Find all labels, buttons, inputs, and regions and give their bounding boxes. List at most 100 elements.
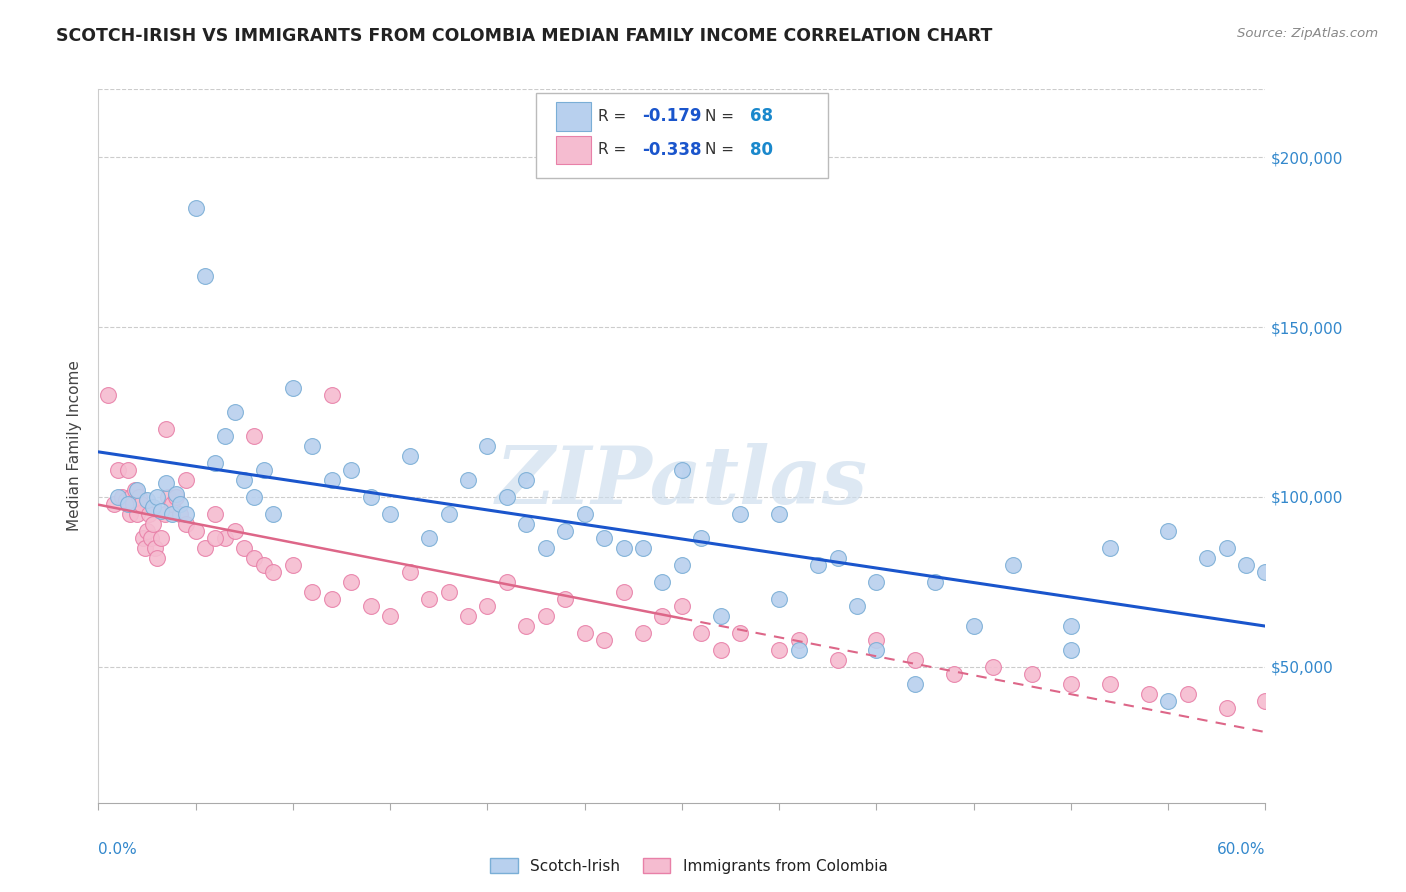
Point (671, 463, 693, 477)
Point (162, 507, 184, 521)
Point (174, 473, 197, 487)
Text: ZIPatlas: ZIPatlas (496, 443, 868, 520)
Point (321, 591, 343, 606)
Point (515, 619, 537, 633)
Point (214, 429, 236, 443)
Point (1021, 666, 1043, 681)
Point (904, 653, 927, 667)
Point (165, 490, 187, 504)
Point (321, 473, 343, 487)
Text: N =: N = (706, 109, 740, 124)
Point (865, 632, 887, 647)
Point (301, 439, 323, 453)
Point (153, 507, 176, 521)
Point (1098, 677, 1121, 691)
Point (671, 599, 693, 613)
Point (138, 507, 160, 521)
Point (495, 574, 517, 589)
Point (124, 483, 146, 498)
Point (243, 551, 266, 566)
Point (117, 463, 139, 477)
Point (827, 653, 849, 667)
Point (554, 591, 576, 606)
Text: 80: 80 (749, 141, 772, 159)
Point (165, 486, 187, 500)
Point (1215, 541, 1237, 555)
Point (127, 483, 149, 498)
Point (845, 599, 868, 613)
Point (924, 574, 946, 589)
Point (118, 507, 141, 521)
Point (534, 541, 557, 555)
Point (155, 476, 177, 491)
Point (243, 490, 266, 504)
Point (1060, 677, 1083, 691)
Point (134, 541, 156, 555)
Point (97, 388, 120, 402)
Point (132, 531, 155, 545)
Point (281, 381, 304, 395)
Point (378, 507, 402, 521)
Point (103, 497, 125, 511)
Point (515, 517, 537, 532)
Point (457, 473, 479, 487)
Point (1215, 700, 1237, 714)
Point (1098, 541, 1121, 555)
Point (904, 677, 927, 691)
Point (321, 388, 343, 402)
Point (146, 551, 169, 566)
Text: R =: R = (598, 109, 631, 124)
Point (728, 626, 751, 640)
Point (593, 632, 616, 647)
Point (787, 632, 810, 647)
Point (281, 558, 304, 572)
Point (631, 541, 654, 555)
Point (690, 626, 713, 640)
Point (139, 531, 162, 545)
Point (1254, 694, 1277, 708)
Point (1177, 687, 1199, 701)
Point (554, 524, 576, 538)
Point (1001, 558, 1024, 572)
Point (169, 497, 191, 511)
Point (214, 531, 236, 545)
Point (143, 541, 166, 555)
Point (574, 626, 596, 640)
Point (787, 643, 810, 657)
Point (827, 551, 849, 566)
Text: 0.0%: 0.0% (98, 842, 138, 857)
Point (204, 507, 226, 521)
FancyBboxPatch shape (536, 93, 828, 178)
Point (340, 574, 363, 589)
Point (136, 493, 159, 508)
Point (107, 463, 129, 477)
Point (477, 439, 499, 453)
Point (768, 643, 790, 657)
Point (243, 429, 266, 443)
Point (962, 619, 984, 633)
Point (184, 524, 207, 538)
Point (149, 503, 172, 517)
Point (378, 608, 402, 623)
Point (204, 456, 226, 470)
Point (1157, 694, 1180, 708)
Point (418, 591, 440, 606)
Point (224, 405, 246, 419)
Point (184, 201, 207, 215)
Point (1137, 687, 1160, 701)
Text: Source: ZipAtlas.com: Source: ZipAtlas.com (1237, 27, 1378, 40)
Point (710, 608, 733, 623)
Point (174, 507, 197, 521)
Point (437, 507, 460, 521)
Point (437, 585, 460, 599)
Point (671, 558, 693, 572)
Point (477, 599, 499, 613)
Point (612, 585, 634, 599)
Point (534, 608, 557, 623)
Point (457, 608, 479, 623)
Point (865, 643, 887, 657)
Point (1060, 643, 1083, 657)
Point (233, 541, 256, 555)
Point (807, 558, 830, 572)
Point (224, 524, 246, 538)
